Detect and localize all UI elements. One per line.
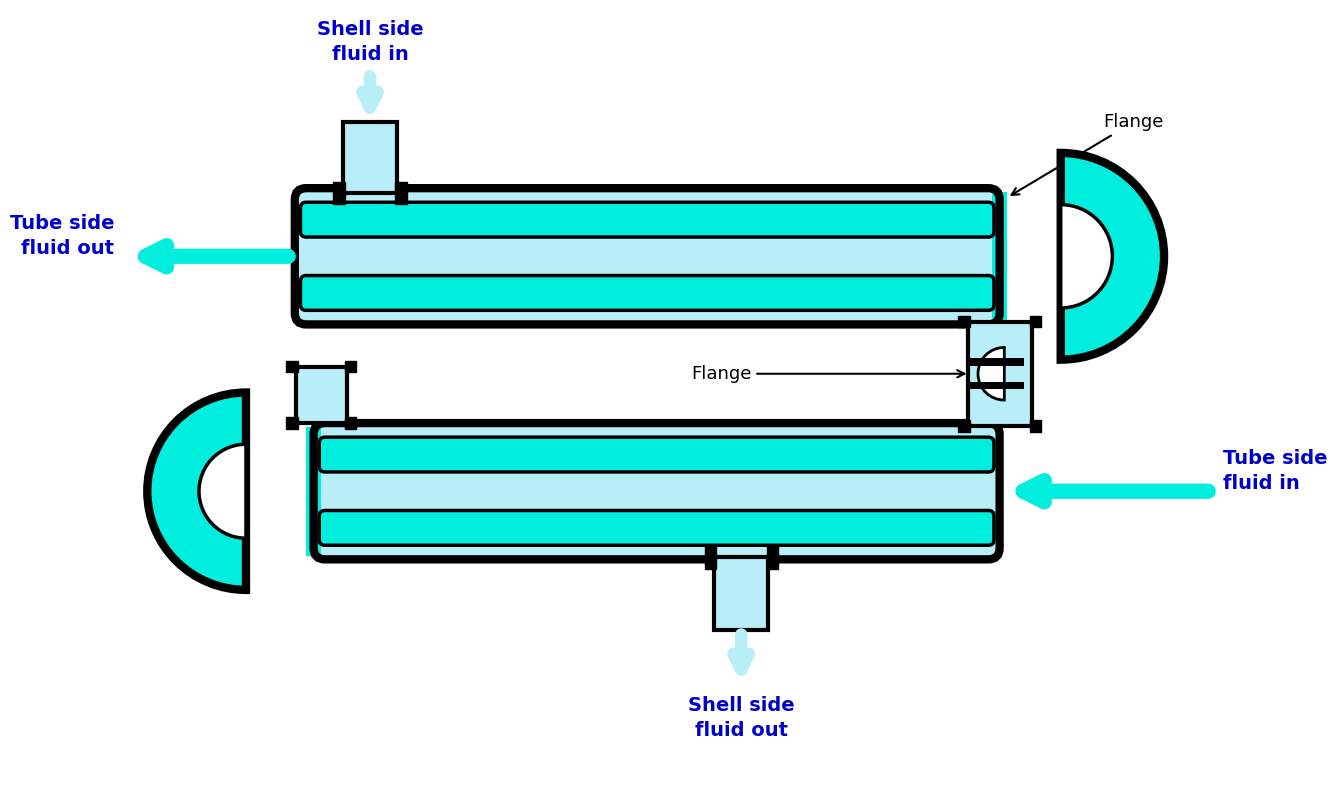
FancyBboxPatch shape	[301, 202, 994, 237]
Bar	[306, 427, 321, 555]
Bar	[296, 367, 348, 423]
Bar	[991, 192, 1008, 321]
Bar	[714, 558, 768, 630]
Bar	[958, 420, 970, 431]
Bar	[705, 546, 716, 569]
Bar	[970, 382, 1024, 389]
FancyBboxPatch shape	[320, 510, 994, 545]
Text: Shell side
fluid out: Shell side fluid out	[688, 696, 795, 739]
Text: Flange: Flange	[692, 365, 965, 382]
Text: Tube side
fluid out: Tube side fluid out	[9, 213, 114, 258]
Bar	[395, 182, 407, 204]
Bar	[343, 122, 397, 193]
FancyBboxPatch shape	[313, 423, 999, 559]
Bar	[345, 361, 356, 372]
Wedge shape	[147, 393, 246, 590]
Bar	[970, 358, 1024, 366]
Wedge shape	[1061, 153, 1164, 359]
Bar	[1030, 420, 1041, 431]
Bar	[333, 182, 345, 204]
Bar	[767, 546, 777, 569]
Wedge shape	[199, 444, 246, 538]
Bar	[958, 316, 970, 327]
Text: Tube side
fluid in: Tube side fluid in	[1223, 449, 1327, 492]
Bar	[967, 322, 1032, 426]
Wedge shape	[1061, 205, 1112, 308]
Bar	[345, 417, 356, 429]
Text: Flange: Flange	[1012, 114, 1163, 195]
FancyBboxPatch shape	[294, 188, 999, 325]
Bar	[286, 417, 297, 429]
Text: Shell side
fluid in: Shell side fluid in	[317, 20, 423, 64]
Bar	[286, 361, 297, 372]
FancyBboxPatch shape	[301, 276, 994, 310]
FancyBboxPatch shape	[320, 437, 994, 472]
Bar	[1030, 316, 1041, 327]
Wedge shape	[978, 348, 1005, 400]
